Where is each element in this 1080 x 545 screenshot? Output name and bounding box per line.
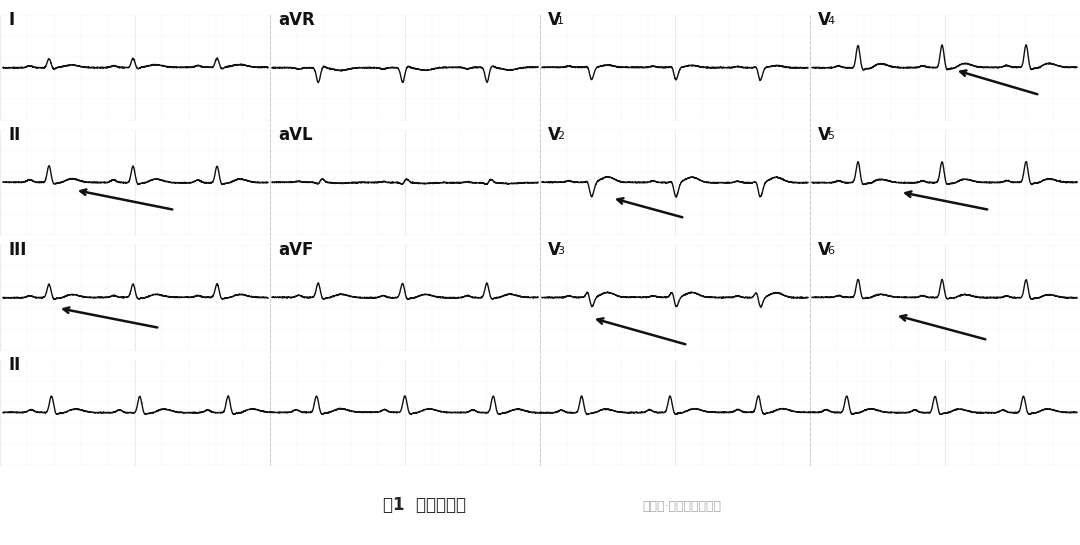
Text: V: V — [818, 11, 831, 29]
Text: V: V — [548, 11, 561, 29]
Text: 6: 6 — [827, 246, 834, 256]
Text: II: II — [8, 356, 21, 374]
Text: aVL: aVL — [278, 126, 312, 144]
Text: 公众号·朱晓晓心电资讯: 公众号·朱晓晓心电资讯 — [643, 500, 721, 513]
Text: I: I — [8, 11, 14, 29]
Text: aVR: aVR — [278, 11, 314, 29]
Text: 图1  术前心电图: 图1 术前心电图 — [383, 495, 467, 513]
Text: III: III — [8, 241, 26, 259]
Text: 5: 5 — [827, 131, 834, 141]
Text: V: V — [548, 126, 561, 144]
Text: 4: 4 — [827, 16, 834, 26]
Text: V: V — [818, 241, 831, 259]
Text: V: V — [548, 241, 561, 259]
Text: II: II — [8, 126, 21, 144]
Text: 2: 2 — [557, 131, 564, 141]
Text: aVF: aVF — [278, 241, 313, 259]
Text: 3: 3 — [557, 246, 564, 256]
Text: 1: 1 — [557, 16, 564, 26]
Text: V: V — [818, 126, 831, 144]
